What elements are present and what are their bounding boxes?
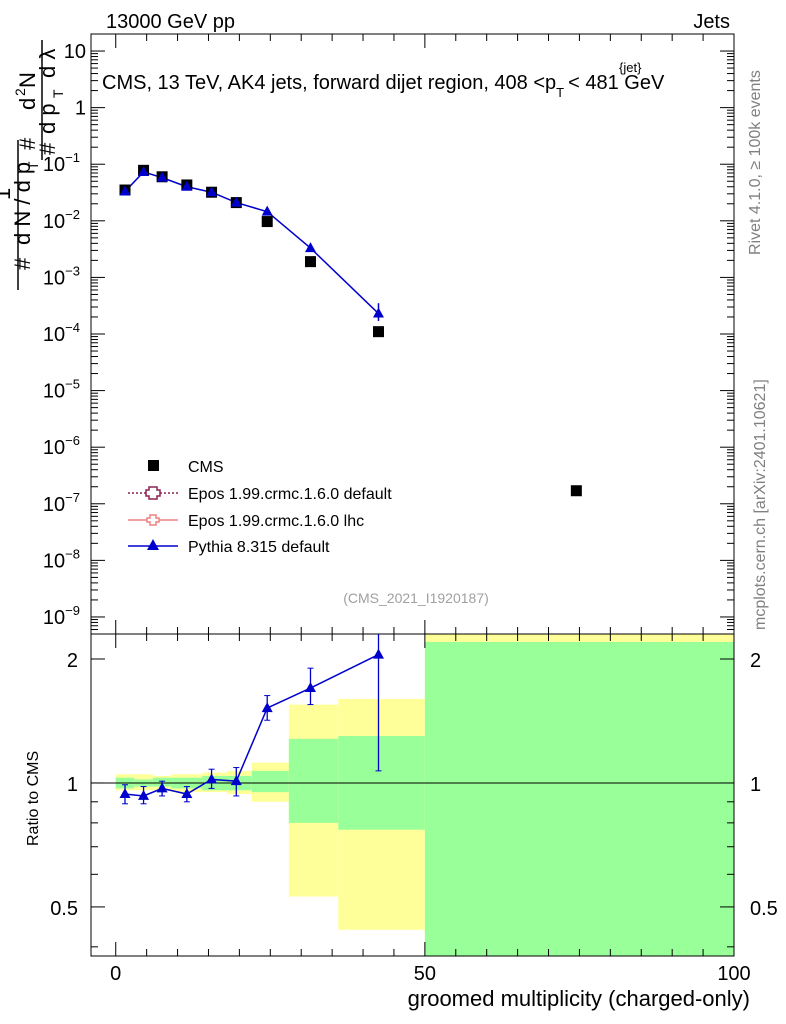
ratio-tick-label-left-1: 1: [67, 774, 78, 796]
svg-text:T: T: [25, 161, 41, 170]
svg-text:d N / d p: d N / d p: [10, 162, 35, 245]
ratio-pythia-point-6: [261, 702, 273, 713]
pythia-point-0: [119, 185, 131, 196]
x-tick-label-0: 0: [110, 963, 121, 985]
y-tick-label-2: 10−7: [43, 490, 80, 516]
cms-point-8: [372, 326, 384, 338]
legend-cms-label: CMS: [188, 459, 224, 476]
svg-text:d: d: [15, 98, 40, 110]
ratio-panel-frame: [90, 633, 735, 957]
subtitle-superscript: {jet}: [619, 60, 642, 75]
legend-entry-pythia: Pythia 8.315 default: [128, 539, 330, 556]
ratio-pythia-point-3: [181, 788, 193, 799]
legend-entry-epos-lhc: Epos 1.99.crmc.1.6.0 lhc: [128, 513, 364, 530]
y-tick-label-6: 10−3: [43, 263, 80, 289]
pythia-point-8: [372, 307, 384, 318]
pythia-line: [124, 171, 380, 315]
ratio-tick-label-right-1: 1: [750, 774, 761, 796]
legend: CMS Epos 1.99.crmc.1.6.0 default Epos 1.…: [128, 459, 392, 556]
svg-text:T: T: [50, 89, 66, 98]
pythia-point-4: [206, 186, 218, 197]
ratio-pythia-point-2: [156, 782, 168, 793]
legend-pythia-label: Pythia 8.315 default: [188, 539, 330, 556]
pythia-point-5: [230, 196, 242, 207]
legend-epos-lhc-marker: [146, 514, 160, 526]
plot-subtitle: CMS, 13 TeV, AK4 jets, forward dijet reg…: [102, 72, 665, 100]
svg-text:d λ: d λ: [35, 49, 60, 78]
ratio-pythia-point-7: [304, 682, 316, 693]
main-series-layer: [119, 164, 582, 497]
x-axis-label: groomed multiplicity (charged-only): [408, 986, 750, 1011]
pythia-point-6: [261, 205, 273, 216]
legend-epos-default-label: Epos 1.99.crmc.1.6.0 default: [188, 486, 392, 503]
band-inner-7: [288, 738, 339, 823]
legend-cms-marker: [148, 460, 159, 471]
x-axis: 0 50 100: [110, 34, 751, 985]
pythia-point-3: [181, 180, 193, 191]
ratio-tick-label-right-0: 0.5: [750, 898, 778, 920]
header-right: Jets: [693, 11, 730, 33]
ratio-tick-label-left-0: 0.5: [50, 898, 78, 920]
ratio-pythia-point-1: [138, 789, 150, 800]
main-y-axis-label: # d N / d p T 1 # d p T d λ # d 2 N: [0, 40, 66, 290]
band-inner-6: [251, 770, 289, 793]
y-tick-label-9: 1: [75, 98, 86, 120]
ratio-pythia-point-0: [119, 788, 131, 799]
header-left: 13000 GeV pp: [106, 11, 235, 33]
analysis-id: (CMS_2021_I1920187): [343, 590, 489, 606]
cms-point-9: [570, 485, 582, 497]
ratio-pythia-point-5: [230, 775, 242, 786]
ratio-pythia-point-4: [206, 773, 218, 784]
pythia-point-1: [138, 165, 150, 176]
y-tick-label-10: 10: [64, 41, 86, 63]
y-tick-label-8: 10−1: [43, 150, 80, 176]
pythia-point-2: [156, 171, 168, 182]
y-tick-label-1: 10−8: [43, 546, 80, 572]
y-tick-label-0: 10−9: [43, 603, 80, 629]
rivet-version-label: Rivet 4.1.0, ≥ 100k events: [747, 70, 764, 255]
legend-pythia-marker: [147, 539, 159, 550]
main-y-axis: 10−9 10−8 10−7 10−6 10−5 10−4 10−3 10−2 10−1 1 10: [43, 33, 734, 635]
y-tick-label-7: 10−2: [43, 207, 80, 233]
svg-text:1: 1: [0, 188, 15, 200]
ratio-tick-label-right-2: 2: [750, 650, 761, 672]
band-inner-9: [424, 641, 734, 956]
y-tick-label-3: 10−6: [43, 433, 80, 459]
pythia-point-7: [304, 242, 316, 253]
cms-point-6: [261, 216, 273, 228]
legend-epos-default-marker: [145, 486, 161, 500]
cms-point-7: [304, 256, 316, 268]
subtitle-end: < 481 GeV: [568, 72, 665, 94]
ratio-pythia-point-8: [372, 648, 384, 659]
subtitle-main: CMS, 13 TeV, AK4 jets, forward dijet reg…: [102, 72, 556, 94]
legend-entry-cms: CMS: [148, 459, 224, 476]
x-tick-label-2: 100: [717, 963, 750, 985]
svg-text:#: #: [15, 137, 40, 150]
subtitle-sub: T: [556, 85, 564, 100]
ratio-tick-label-left-2: 2: [67, 650, 78, 672]
legend-entry-epos-default: Epos 1.99.crmc.1.6.0 default: [128, 486, 392, 503]
y-tick-label-5: 10−4: [43, 320, 80, 346]
ratio-y-axis-label: Ratio to CMS: [25, 751, 42, 846]
svg-text:N: N: [15, 72, 40, 88]
ratio-series-layer: [119, 634, 384, 805]
y-tick-label-4: 10−5: [43, 377, 80, 403]
legend-epos-lhc-label: Epos 1.99.crmc.1.6.0 lhc: [188, 513, 364, 530]
ratio-uncertainty-bands: [115, 634, 734, 956]
svg-text:d p: d p: [35, 103, 60, 134]
mcplots-label: mcplots.cern.ch [arXiv:2401.10621]: [752, 379, 769, 630]
svg-text:#: #: [10, 257, 35, 270]
svg-text:2: 2: [12, 88, 28, 96]
x-tick-label-1: 50: [414, 963, 436, 985]
